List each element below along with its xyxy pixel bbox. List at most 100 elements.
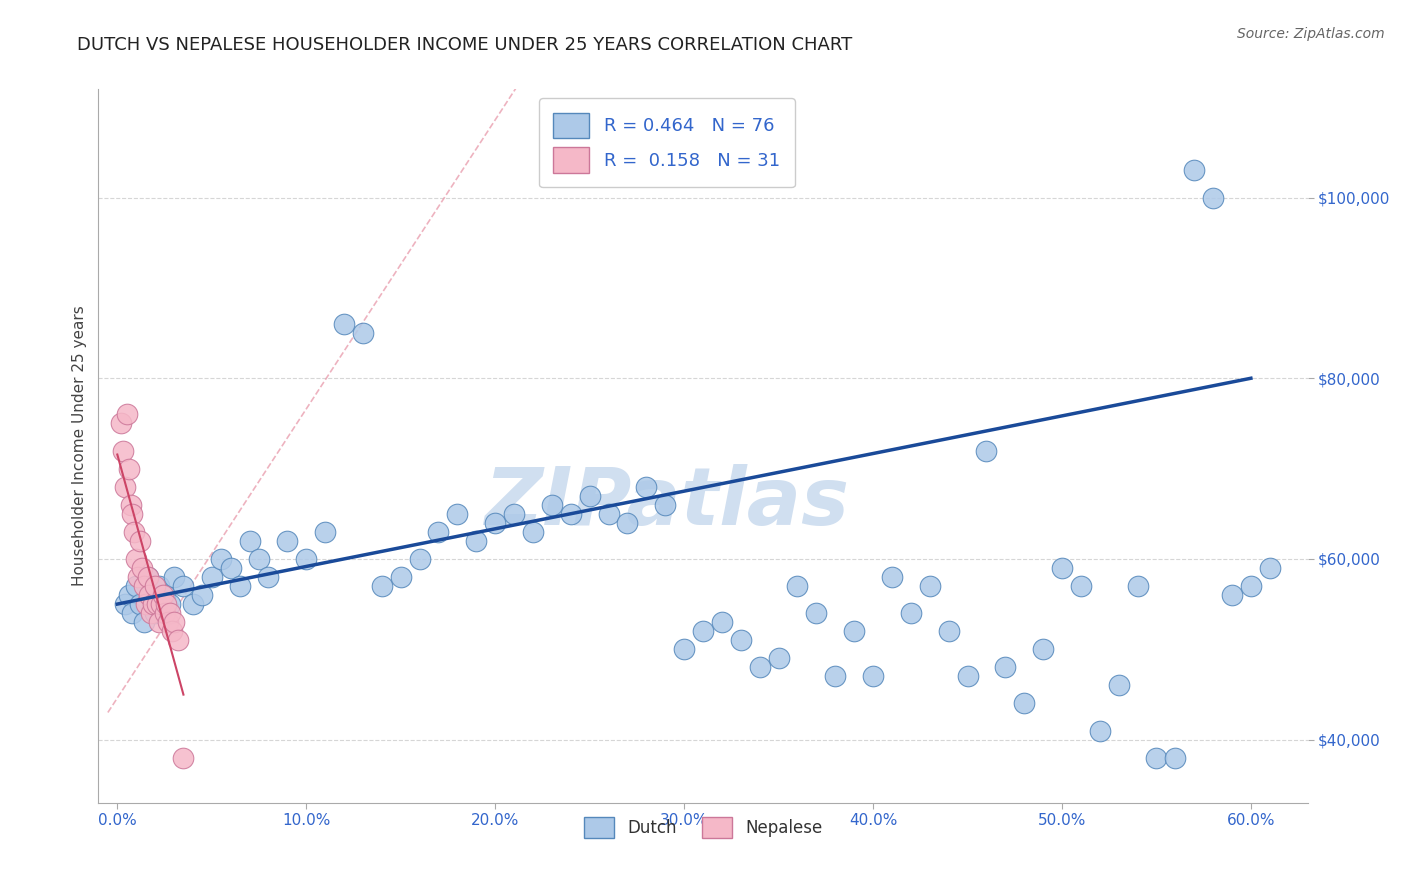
Point <box>125 552 148 566</box>
Point <box>138 588 160 602</box>
Point <box>143 606 166 620</box>
Point <box>938 624 960 639</box>
Text: Source: ZipAtlas.com: Source: ZipAtlas.com <box>1237 27 1385 41</box>
Point <box>636 480 658 494</box>
Point <box>166 633 188 648</box>
Text: ZIPatlas: ZIPatlas <box>484 464 849 542</box>
Point <box>149 597 172 611</box>
Point <box>484 516 506 530</box>
Point <box>155 597 177 611</box>
Point <box>465 533 488 548</box>
Point <box>276 533 298 548</box>
Point <box>118 461 141 475</box>
Point <box>333 317 356 331</box>
Point <box>135 597 157 611</box>
Point <box>114 480 136 494</box>
Point <box>121 606 143 620</box>
Point <box>142 597 165 611</box>
Point <box>219 561 242 575</box>
Point <box>1088 723 1111 738</box>
Point <box>692 624 714 639</box>
Point <box>136 570 159 584</box>
Point <box>153 606 176 620</box>
Point <box>389 570 412 584</box>
Point <box>880 570 903 584</box>
Point <box>503 507 526 521</box>
Point <box>148 579 170 593</box>
Point <box>172 750 194 764</box>
Point <box>352 326 374 340</box>
Point <box>598 507 620 521</box>
Point <box>578 489 600 503</box>
Point <box>153 588 176 602</box>
Point <box>110 417 132 431</box>
Point <box>730 633 752 648</box>
Point <box>115 408 138 422</box>
Point <box>143 579 166 593</box>
Point <box>129 533 152 548</box>
Point <box>1164 750 1187 764</box>
Point <box>295 552 318 566</box>
Point <box>1220 588 1243 602</box>
Point <box>239 533 262 548</box>
Point <box>900 606 922 620</box>
Point <box>121 507 143 521</box>
Point <box>160 624 183 639</box>
Point <box>129 597 152 611</box>
Point <box>408 552 430 566</box>
Point <box>314 524 336 539</box>
Point <box>994 660 1017 674</box>
Point <box>191 588 214 602</box>
Legend: Dutch, Nepalese: Dutch, Nepalese <box>576 811 830 845</box>
Point <box>152 588 174 602</box>
Point <box>120 498 142 512</box>
Point <box>181 597 204 611</box>
Point <box>118 588 141 602</box>
Point <box>114 597 136 611</box>
Point <box>1050 561 1073 575</box>
Point <box>673 642 696 657</box>
Point <box>163 570 186 584</box>
Point <box>136 570 159 584</box>
Point <box>247 552 270 566</box>
Point <box>141 606 163 620</box>
Point <box>127 570 149 584</box>
Point <box>146 597 169 611</box>
Point <box>172 579 194 593</box>
Point <box>768 651 790 665</box>
Point <box>1070 579 1092 593</box>
Point <box>371 579 394 593</box>
Point <box>257 570 280 584</box>
Point <box>976 443 998 458</box>
Point <box>1182 163 1205 178</box>
Point <box>1144 750 1167 764</box>
Point <box>1240 579 1263 593</box>
Point <box>1108 678 1130 692</box>
Point <box>654 498 676 512</box>
Point <box>786 579 808 593</box>
Point <box>148 615 170 629</box>
Point <box>1258 561 1281 575</box>
Point <box>446 507 468 521</box>
Point <box>132 615 155 629</box>
Point <box>1202 191 1225 205</box>
Point <box>132 579 155 593</box>
Text: DUTCH VS NEPALESE HOUSEHOLDER INCOME UNDER 25 YEARS CORRELATION CHART: DUTCH VS NEPALESE HOUSEHOLDER INCOME UND… <box>77 36 852 54</box>
Point <box>229 579 252 593</box>
Point <box>560 507 582 521</box>
Point <box>710 615 733 629</box>
Point <box>956 669 979 683</box>
Point <box>159 606 181 620</box>
Point <box>111 443 134 458</box>
Point <box>157 615 180 629</box>
Point <box>124 524 146 539</box>
Point <box>163 615 186 629</box>
Y-axis label: Householder Income Under 25 years: Householder Income Under 25 years <box>72 306 87 586</box>
Point <box>141 588 163 602</box>
Point <box>844 624 866 639</box>
Point <box>1032 642 1054 657</box>
Point <box>427 524 450 539</box>
Point <box>824 669 846 683</box>
Point <box>159 597 181 611</box>
Point <box>131 561 153 575</box>
